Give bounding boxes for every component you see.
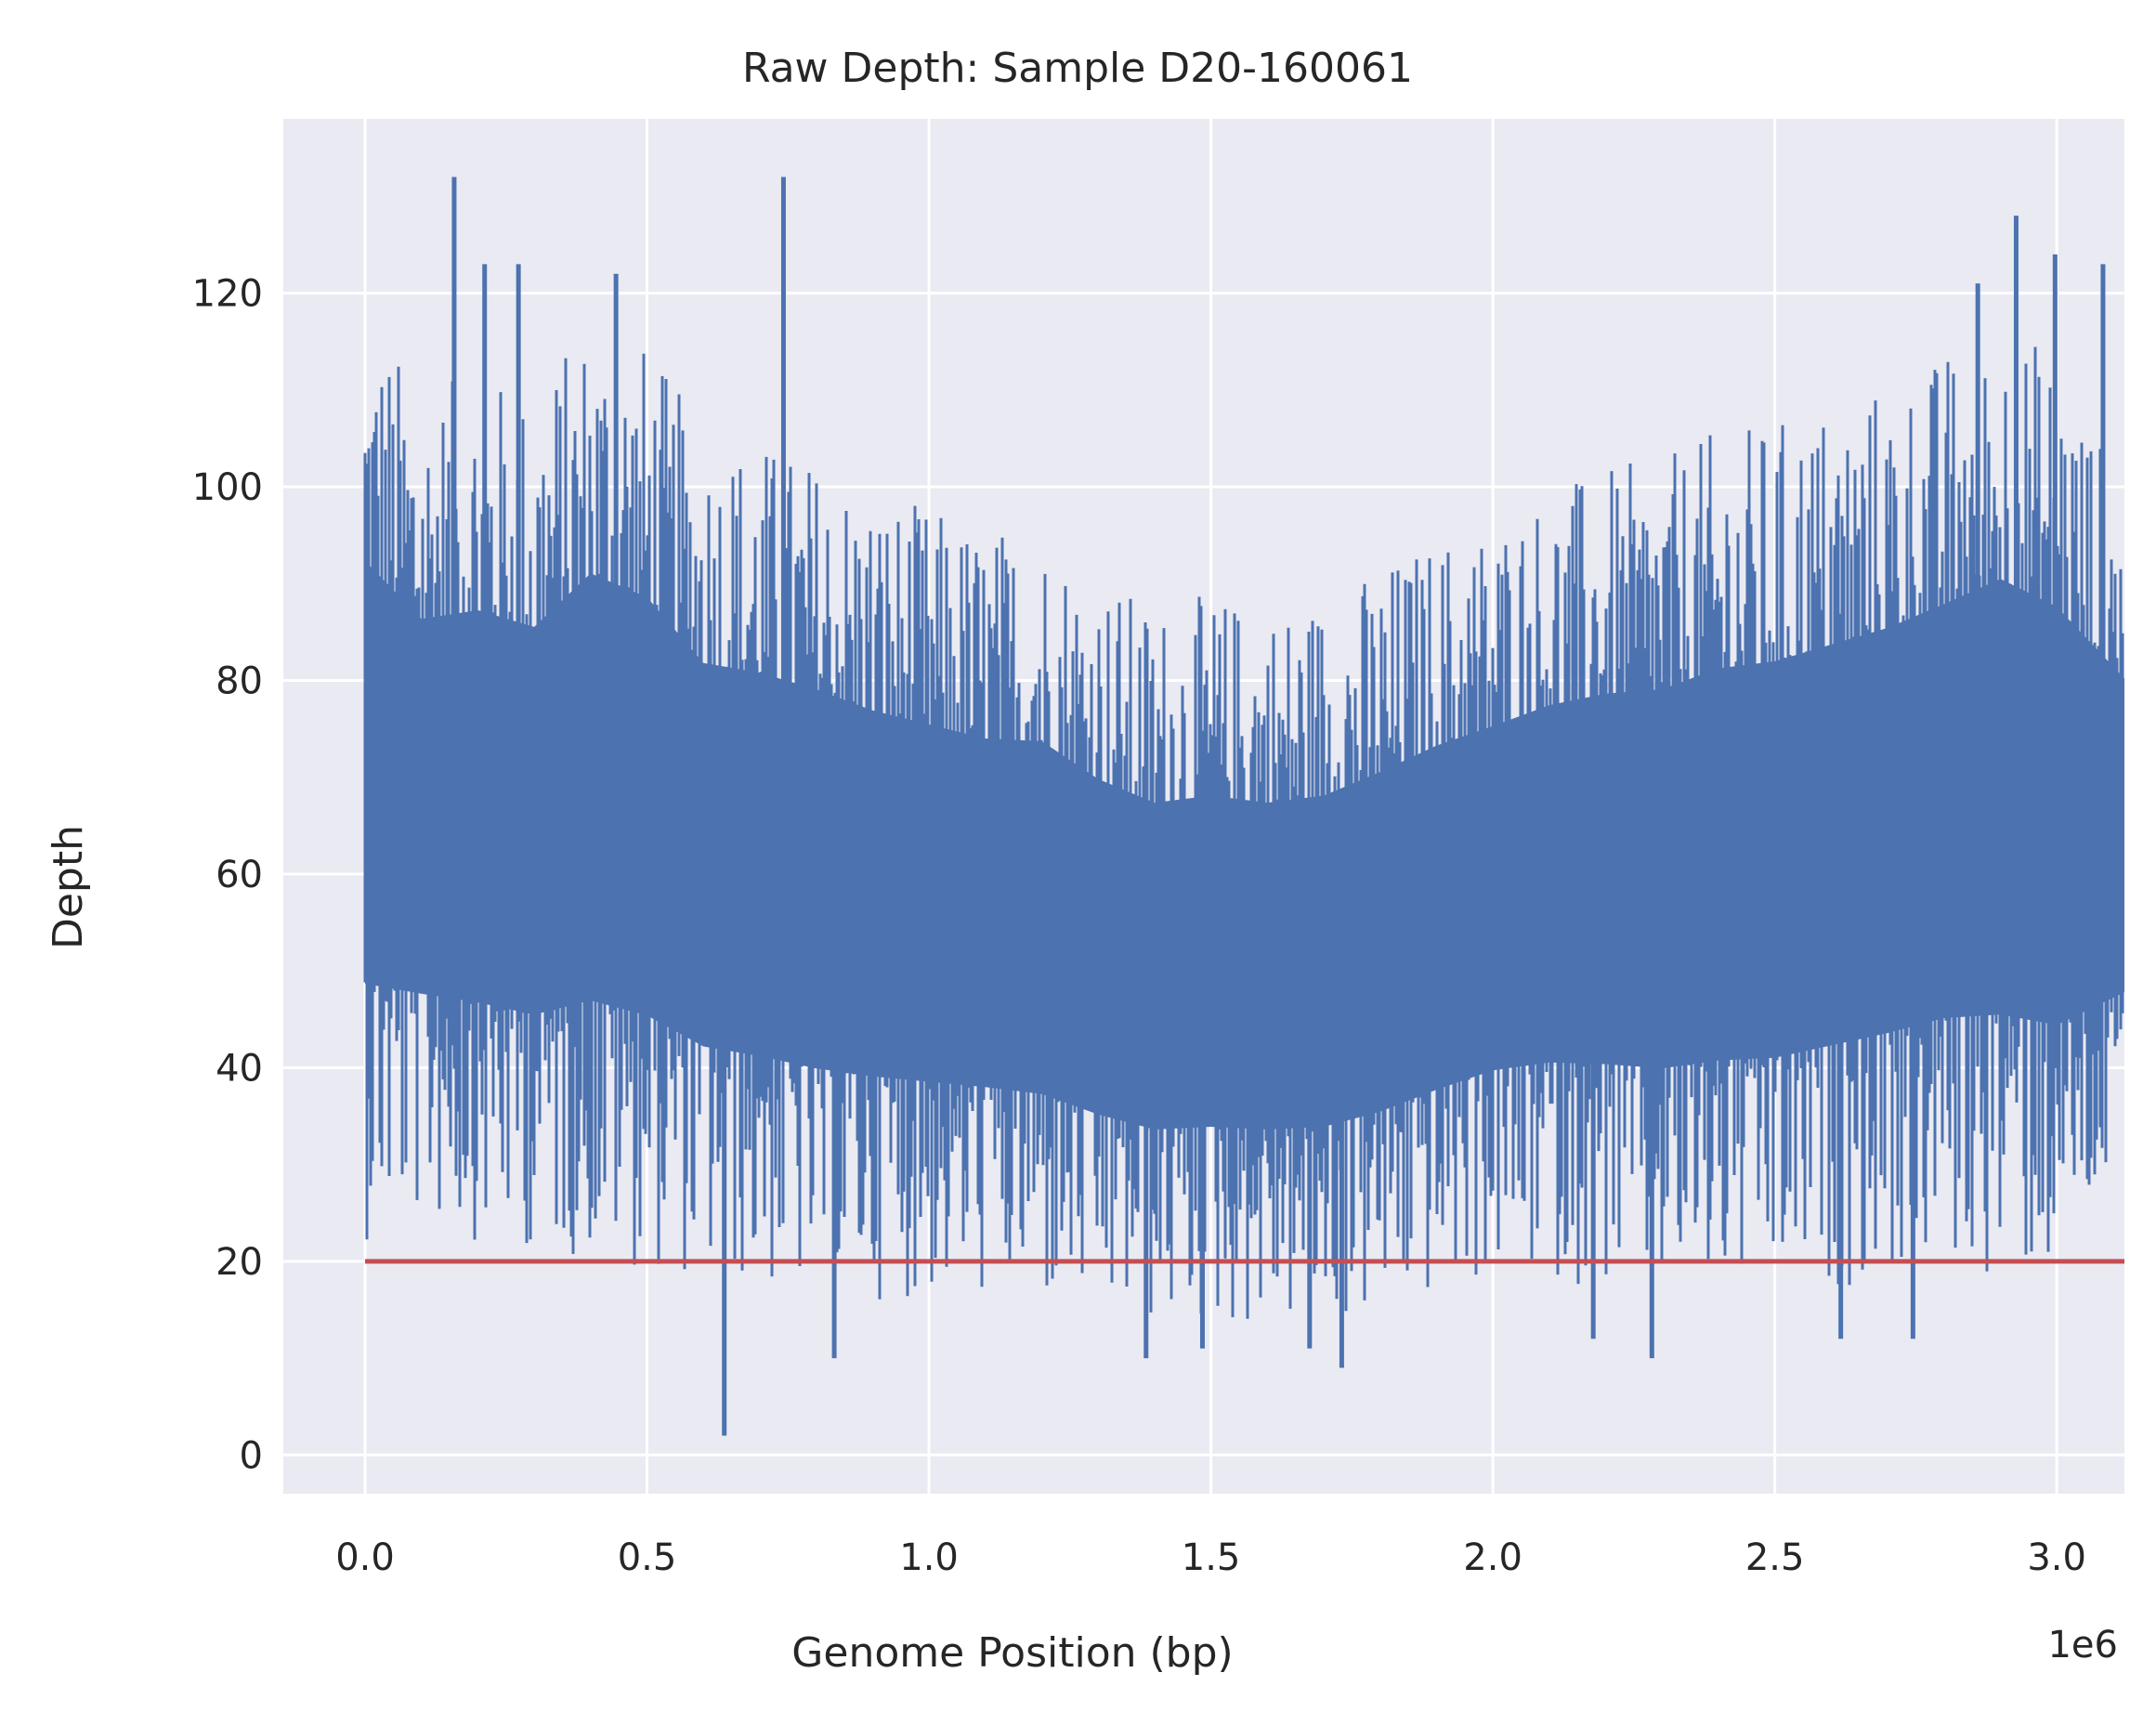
y-tick-label: 80 (216, 660, 263, 703)
x-axis-offset-label: 1e6 (2047, 1624, 2118, 1666)
series-layer (363, 176, 2124, 1436)
y-tick-label: 0 (240, 1434, 263, 1477)
depth-series-body (365, 561, 2124, 1130)
chart-title: Raw Depth: Sample D20-160061 (742, 45, 1413, 92)
y-tick-label: 100 (192, 466, 263, 509)
x-tick-label: 2.0 (1463, 1536, 1522, 1579)
y-tick-label: 120 (192, 273, 263, 316)
x-tick-label: 2.5 (1745, 1536, 1805, 1579)
y-tick-label: 40 (216, 1047, 263, 1090)
tick-labels: 0.0 0.5 1.0 1.5 2.0 2.5 3.0 0 20 40 60 80 100 120 (192, 273, 2086, 1579)
x-axis-label: Genome Position (bp) (791, 1629, 1233, 1677)
x-tick-label: 3.0 (2027, 1536, 2086, 1579)
x-tick-label: 1.5 (1182, 1536, 1241, 1579)
x-tick-label: 1.0 (899, 1536, 959, 1579)
y-tick-label: 20 (216, 1241, 263, 1284)
x-tick-label: 0.0 (335, 1536, 395, 1579)
x-tick-label: 0.5 (618, 1536, 677, 1579)
y-tick-label: 60 (216, 854, 263, 896)
y-axis-label: Depth (45, 825, 92, 949)
